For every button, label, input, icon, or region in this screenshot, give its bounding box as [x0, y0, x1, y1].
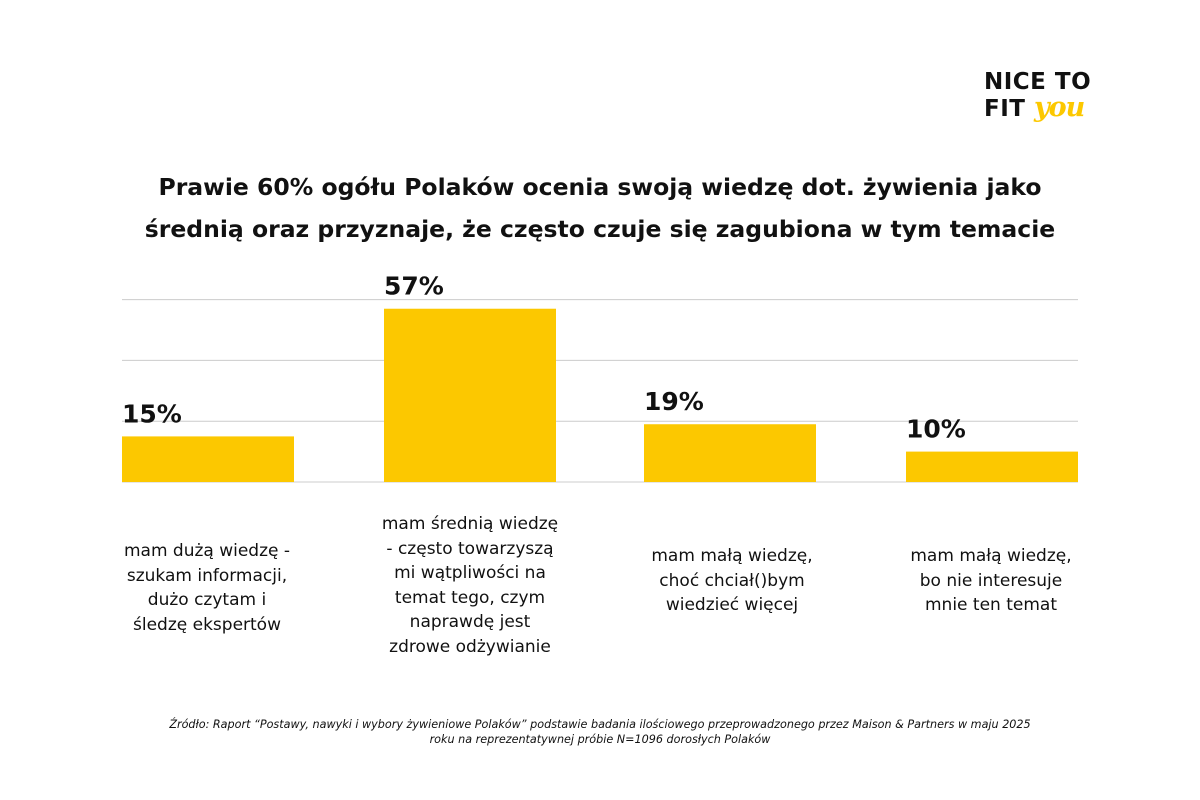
category-label-line: mam dużą wiedzę -	[123, 541, 291, 561]
logo-line-2: FIT you	[984, 92, 1124, 123]
category-label-line: bo nie interesuje	[919, 570, 1063, 591]
value-label-2: 57%	[384, 272, 444, 301]
chart-title-line-2: średnią oraz przyznaje, że często czuje …	[144, 215, 1056, 243]
category-label-line: mnie ten temat	[925, 595, 1057, 615]
category-label-line: mam średnią wiedzę	[381, 514, 559, 534]
bars	[122, 308, 1078, 482]
source-line-2: roku na reprezentatywnej próbie N=1096 d…	[429, 733, 771, 746]
category-label-line: zdrowe odżywianie	[389, 636, 551, 657]
category-label-line: temat tego, czym	[394, 587, 546, 608]
chart-title-line-1: Prawie 60% ogółu Polaków ocenia swoją wi…	[158, 173, 1042, 201]
category-label-line: mam małą wiedzę,	[651, 546, 813, 566]
logo-word-fit: FIT	[984, 96, 1034, 122]
source-note: Źródło: Raport “Postawy, nawyki i wybory…	[60, 717, 1140, 747]
source-line-1: Źródło: Raport “Postawy, nawyki i wybory…	[169, 718, 1031, 731]
value-label-3: 19%	[644, 387, 704, 416]
category-label-2: mam średnią wiedzę - często towarzyszą m…	[355, 512, 585, 659]
bar-2	[384, 308, 556, 482]
bar-3	[644, 424, 816, 482]
category-label-4: mam małą wiedzę, bo nie interesuje mnie …	[876, 544, 1106, 618]
category-label-line: choć chciał()bym	[659, 570, 805, 591]
bar-1	[122, 436, 294, 482]
logo-word-you: you	[1033, 92, 1085, 123]
category-label-line: dużo czytam i	[147, 590, 267, 610]
value-label-1: 15%	[122, 399, 182, 428]
category-label-line: mi wątpliwości na	[394, 563, 546, 583]
category-label-3: mam małą wiedzę, choć chciał()bym wiedzi…	[617, 544, 847, 618]
category-label-line: śledzę ekspertów	[133, 614, 281, 635]
category-label-line: mam małą wiedzę,	[910, 546, 1072, 566]
category-label-1: mam dużą wiedzę - szukam informacji, duż…	[92, 539, 322, 637]
category-label-line: wiedzieć więcej	[665, 595, 799, 615]
value-label-4: 10%	[906, 415, 966, 444]
category-label-line: szukam informacji,	[126, 565, 288, 586]
bar-4	[906, 451, 1078, 482]
category-label-line: naprawdę jest	[409, 612, 531, 632]
brand-logo: NICE TO FIT you	[984, 70, 1124, 122]
category-label-line: - często towarzyszą	[386, 538, 554, 559]
value-labels: 15% 57% 19% 10%	[122, 272, 966, 444]
chart-title: Prawie 60% ogółu Polaków ocenia swoją wi…	[40, 166, 1160, 250]
logo-line-1: NICE TO	[984, 69, 1092, 95]
